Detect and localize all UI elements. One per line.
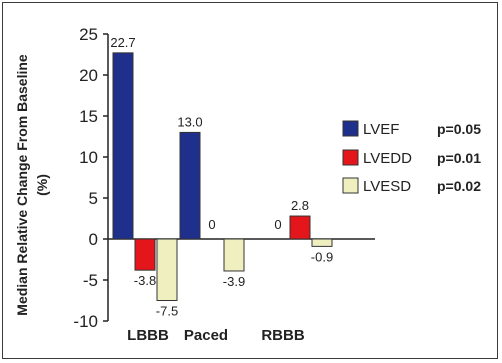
chart-frame [2,2,498,359]
legend-swatch-lvef [342,120,359,137]
data-label-lvedd-lbbb: -3.8 [134,273,156,288]
bar-lvesd-paced [223,238,245,272]
data-label-lvef-lbbb: 22.7 [110,35,135,50]
bar-lvef-lbbb [112,52,134,240]
legend-label-lvedd: LVEDD [363,150,412,167]
data-label-lvedd-rbbb: 2.8 [291,198,309,213]
legend-p-value-lvef: p=0.05 [437,121,481,137]
y-tick-label: -5 [83,271,98,290]
y-axis-title-unit: (%) [34,174,50,196]
legend-label-lvef: LVEF [363,121,399,138]
legend-swatch-lvedd [342,149,359,166]
data-label-lvef-paced: 13.0 [177,114,202,129]
category-label: RBBB [261,327,304,344]
category-label: Paced [184,327,228,344]
bar-lvesd-lbbb [156,238,178,301]
y-tick-label: -10 [73,312,98,331]
data-label-lvesd-paced: -3.9 [223,274,245,289]
legend-label-lvesd: LVESD [363,178,411,195]
y-tick-label: 20 [79,66,98,85]
bar-lvesd-rbbb [311,238,333,247]
y-tick-label: 15 [79,107,98,126]
y-tick-label: 25 [79,25,98,44]
y-tick-label: 5 [89,189,98,208]
y-axis-title: Median Relative Change From Baseline [14,54,30,316]
legend-p-value-lvedd: p=0.01 [437,150,481,166]
y-tick-label: 10 [79,148,98,167]
bar-lvedd-lbbb [134,238,156,271]
bar-lvef-paced [179,131,201,240]
data-label-lvef-rbbb: 0 [274,217,281,232]
category-label: LBBB [127,327,169,344]
data-label-lvesd-lbbb: -7.5 [156,304,178,319]
y-tick-label: 0 [89,230,98,249]
data-label-lvedd-paced: 0 [208,217,215,232]
legend-p-value-lvesd: p=0.02 [437,178,481,194]
data-label-lvesd-rbbb: -0.9 [311,249,333,264]
legend-swatch-lvesd [342,177,359,194]
bar-lvedd-rbbb [289,215,311,240]
